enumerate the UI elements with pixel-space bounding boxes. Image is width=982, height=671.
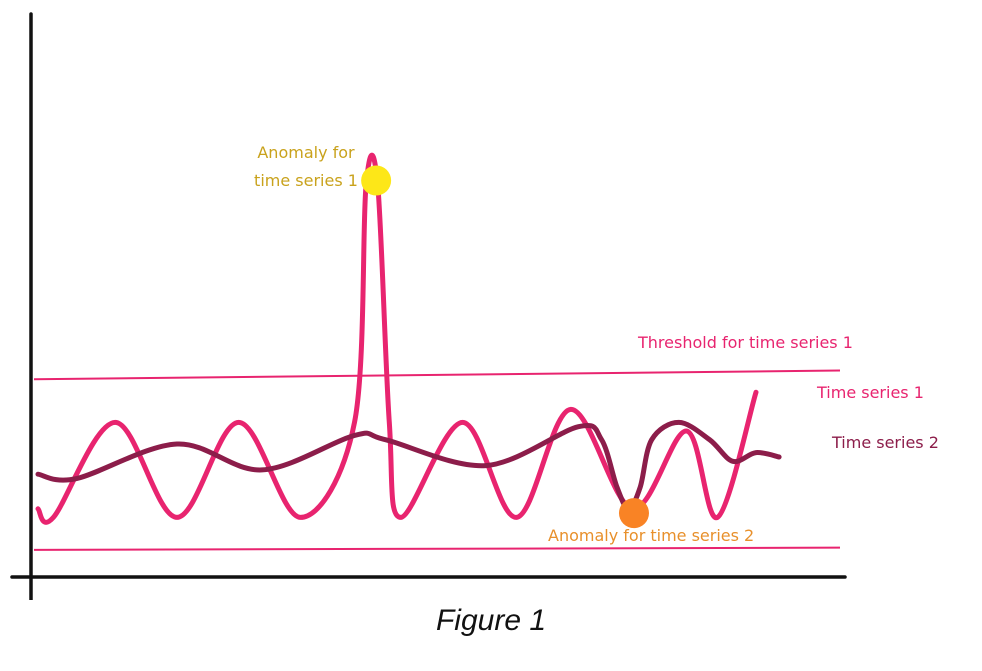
- anomaly-2-label: Anomaly for time series 2: [548, 526, 754, 545]
- anomaly-2-marker: [618, 498, 649, 529]
- threshold-lines: [33, 369, 841, 551]
- figure-caption: Figure 1: [435, 604, 547, 637]
- series-2-label: Time series 2: [831, 433, 939, 452]
- anomaly-markers: [361, 165, 649, 529]
- anomaly-1-label-line1: Anomaly for: [257, 143, 355, 162]
- threshold-line-2: [33, 546, 841, 551]
- threshold-label: Threshold for time series 1: [637, 333, 853, 352]
- series-1-label: Time series 1: [816, 383, 924, 402]
- anomaly-1-label-line2: time series 1: [254, 171, 358, 190]
- series-2-line: [35, 419, 782, 512]
- threshold-line-1: [33, 369, 841, 381]
- chart: Anomaly for time series 1 Threshold for …: [10, 12, 939, 600]
- anomaly-1-marker: [361, 165, 392, 196]
